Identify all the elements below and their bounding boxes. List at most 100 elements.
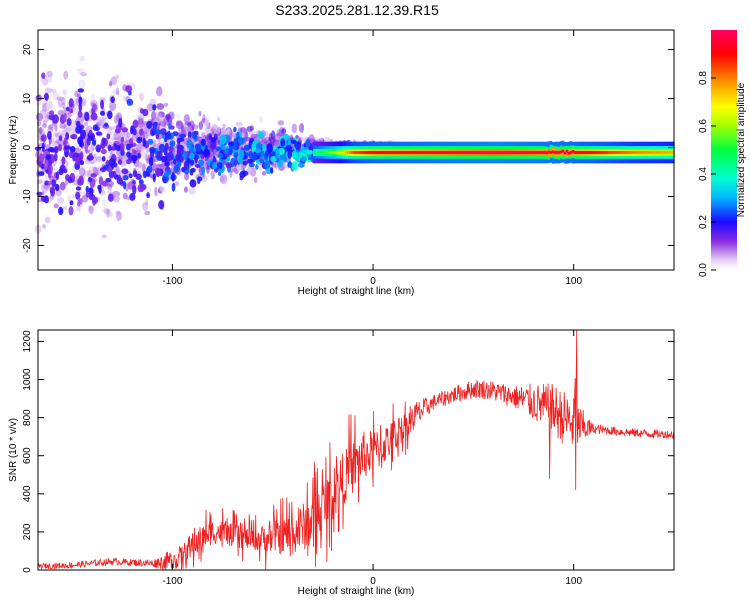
spectrogram-blob: [140, 146, 145, 156]
spectrogram-blob: [66, 118, 72, 126]
spectrogram-blob: [164, 137, 168, 143]
spectrogram-line-core: [509, 151, 513, 154]
snr-y-tick-label: 400: [22, 485, 33, 502]
spectrogram-blob: [79, 167, 86, 177]
spectrogram-blob: [78, 140, 83, 148]
spectrogram-line-core: [501, 151, 505, 154]
spectrogram-blob: [125, 159, 132, 165]
spectrogram-blob: [86, 137, 91, 146]
spectrogram-blob: [100, 110, 106, 116]
spectrogram-blob: [228, 141, 235, 147]
spectrogram-blob: [65, 132, 70, 140]
spectrogram-line-core: [431, 151, 434, 154]
spectrogram-blob: [69, 146, 76, 153]
spectrogram-blob: [139, 92, 144, 102]
spectrogram-blob: [308, 134, 315, 144]
spectrogram-line-core: [363, 151, 366, 154]
spectrogram-blob: [58, 144, 62, 152]
spectrogram-blob: [48, 159, 52, 167]
spectrogram-line-core: [439, 151, 442, 154]
spectrogram-blob: [120, 136, 125, 143]
spectrogram-line-core: [467, 151, 470, 154]
spectrogram-line-core: [666, 151, 669, 154]
snr-y-tick-label: 800: [22, 409, 33, 426]
spectrogram-line-core: [655, 151, 659, 154]
spectrogram-blob: [308, 145, 312, 151]
spectrogram-blob: [217, 116, 221, 122]
colorbar: 0.0 0.2 0.4 0.6 0.8 Normalized spectral ampl…: [698, 30, 747, 277]
spectrogram-blob: [98, 184, 102, 194]
spectrogram-blob: [128, 91, 132, 96]
spectrogram-blob: [79, 165, 84, 176]
spectrogram-blob: [46, 100, 52, 110]
spectrogram-blob: [136, 161, 143, 168]
snr-x-tick-label: -100: [162, 576, 182, 587]
spectrogram-line-core: [601, 151, 605, 154]
spectrogram-blob: [50, 187, 55, 197]
spectrogram-blob: [142, 138, 146, 147]
spectrogram-line-core: [322, 151, 326, 154]
spectrogram-blob: [191, 131, 197, 140]
colorbar-tick-label: 0.6: [698, 119, 709, 133]
spectrogram-line-core: [517, 151, 521, 154]
spectrogram-line-core: [664, 151, 667, 154]
spectrogram-blob: [279, 127, 285, 134]
spectrogram-blob: [257, 131, 264, 139]
spectrogram-blob: [206, 164, 210, 175]
spectrogram-line-core: [334, 151, 338, 154]
snr-x-tick-label: 100: [565, 576, 582, 587]
snr-x-axis-label: Height of straight line (km): [298, 586, 415, 597]
spectrogram-line-core: [537, 151, 541, 154]
spectrogram-line-core: [587, 151, 591, 154]
spectrogram-blob: [132, 180, 136, 185]
spectrogram-blob: [67, 177, 73, 184]
spectrogram-line-core: [343, 151, 346, 154]
spectrogram-blob: [88, 129, 93, 136]
spectrogram-blob: [156, 103, 165, 110]
spectrogram-blob: [52, 119, 58, 124]
spectrogram-y-tick-label: 0: [22, 144, 33, 150]
spectrogram-blob: [152, 173, 156, 183]
spectrogram-blob: [184, 172, 190, 181]
spectrogram-blob: [38, 153, 45, 161]
spectrogram-blob: [92, 124, 99, 131]
spectrogram-blob: [148, 156, 154, 167]
spectrogram-blob: [62, 106, 67, 113]
spectrogram-blob: [57, 109, 64, 116]
spectrogram-line-core: [635, 151, 639, 154]
spectrogram-blob: [45, 154, 51, 160]
spectrogram-blob: [179, 133, 187, 138]
spectrogram-line-core: [581, 151, 585, 154]
spectrogram-blob: [189, 152, 195, 161]
spectrogram-blob: [201, 132, 206, 138]
spectrogram-x-tick-label: 100: [565, 276, 582, 287]
spectrogram-line-core: [563, 151, 567, 155]
snr-y-tick-label: 1200: [22, 330, 33, 353]
spectrogram-blob: [61, 97, 66, 105]
spectrogram-blob: [255, 164, 259, 170]
spectrogram-blob: [156, 86, 163, 97]
spectrogram-blob: [187, 131, 192, 138]
spectrogram-line-core: [497, 151, 500, 154]
spectrogram-line-core: [599, 151, 603, 154]
spectrogram-blob: [174, 181, 180, 187]
spectrogram-blob: [106, 133, 111, 140]
spectrogram-line-core: [437, 151, 440, 154]
spectrogram-blob: [258, 161, 263, 172]
spectrogram-line-core: [463, 151, 466, 154]
spectrogram-blob: [114, 195, 120, 204]
spectrogram-line-core: [419, 151, 422, 154]
spectrogram-line-core: [609, 151, 613, 154]
spectrogram-blob: [62, 89, 67, 96]
spectrogram-blob: [69, 200, 74, 206]
spectrogram-blob: [137, 136, 143, 141]
spectrogram-line-core: [312, 151, 316, 154]
spectrogram-blob: [126, 151, 131, 158]
spectrogram-line-core: [637, 151, 641, 154]
spectrogram-blob: [75, 157, 80, 166]
spectrogram-blob: [115, 210, 121, 215]
spectrogram-blob: [169, 125, 175, 130]
spectrogram-blob: [62, 205, 68, 211]
spectrogram-line-core: [318, 151, 322, 154]
spectrogram-blob: [226, 127, 230, 135]
